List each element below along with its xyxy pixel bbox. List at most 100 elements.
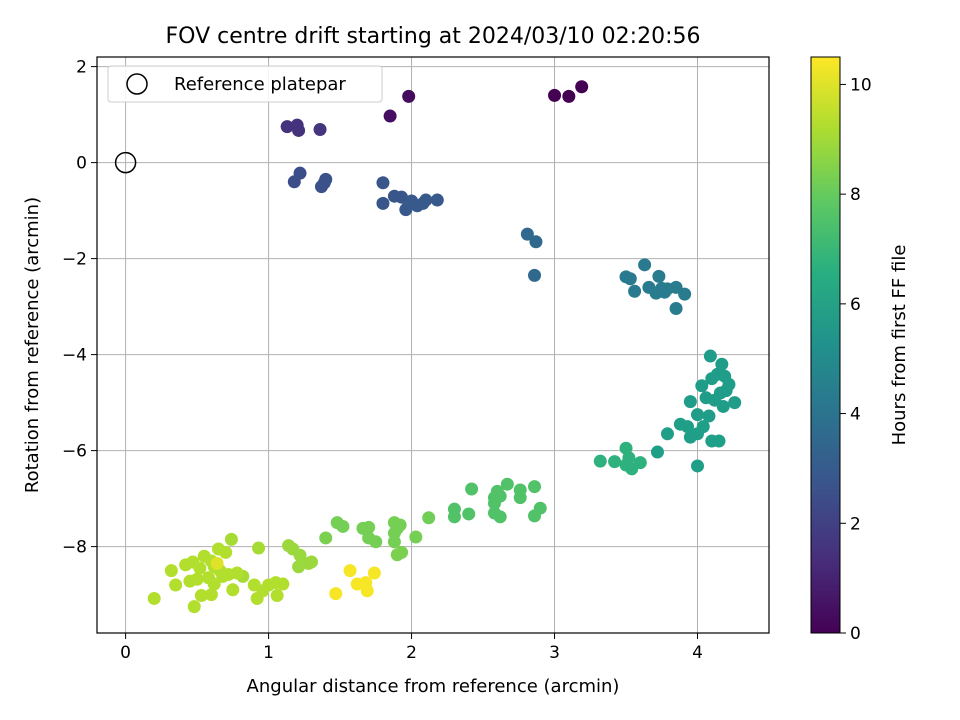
data-point: [360, 584, 374, 598]
data-point: [422, 511, 436, 525]
y-tick-label: 2: [76, 58, 87, 78]
legend-marker-icon: [126, 73, 148, 95]
plot-frame: [96, 56, 770, 634]
data-point: [280, 120, 294, 134]
data-point: [652, 269, 666, 283]
data-point: [691, 459, 705, 473]
data-point: [313, 122, 327, 136]
data-point: [548, 88, 562, 102]
data-point: [628, 284, 642, 298]
data-point: [528, 268, 542, 282]
data-point: [147, 591, 161, 605]
reference-marker: [114, 151, 137, 174]
reference-platepar-marker: [114, 151, 137, 174]
data-point: [702, 409, 716, 423]
data-point: [376, 196, 390, 210]
data-point: [164, 564, 178, 578]
data-point: [681, 420, 695, 434]
data-point: [487, 496, 501, 510]
y-axis-ticks: −8 −6 −4 −2 0 2: [62, 58, 97, 558]
data-point: [183, 574, 197, 588]
x-tick-label: 0: [120, 643, 131, 663]
data-point: [638, 258, 652, 272]
data-point: [465, 482, 479, 496]
colorbar-tick-label: 8: [850, 185, 861, 205]
data-point: [728, 396, 742, 410]
data-point: [395, 545, 409, 559]
data-point: [513, 491, 527, 505]
legend-entry: Reference platepar: [174, 74, 346, 95]
data-point: [719, 384, 733, 398]
legend: Reference platepar: [107, 65, 383, 103]
x-axis-label: Angular distance from reference (arcmin): [247, 676, 620, 697]
x-tick-label: 3: [549, 643, 560, 663]
data-point: [660, 427, 674, 441]
data-point: [716, 399, 730, 413]
data-point: [369, 535, 383, 549]
x-tick-label: 4: [692, 643, 703, 663]
data-point: [179, 558, 193, 572]
data-point: [500, 477, 514, 491]
legend-box: [107, 65, 383, 103]
colorbar-tick-label: 10: [850, 75, 872, 95]
data-point: [329, 587, 343, 601]
y-tick-label: −8: [62, 538, 87, 558]
data-point: [529, 235, 543, 249]
data-point: [250, 591, 264, 605]
data-point: [562, 89, 576, 103]
y-tick-label: −2: [62, 250, 87, 270]
grid-lines: [97, 57, 769, 633]
colorbar-tick-label: 0: [850, 624, 861, 644]
data-point: [705, 372, 719, 386]
data-point: [593, 454, 607, 468]
data-point: [383, 109, 397, 123]
data-point: [270, 589, 284, 603]
data-point: [493, 510, 507, 524]
data-points: [147, 80, 742, 614]
data-point: [575, 80, 589, 94]
data-point: [462, 507, 476, 521]
data-point: [292, 123, 306, 137]
colorbar: 0 2 4 6 8 10 Hours from first FF file: [810, 56, 910, 644]
colorbar-tick-label: 2: [850, 514, 861, 534]
data-point: [362, 520, 376, 534]
data-point: [193, 561, 207, 575]
data-point: [658, 285, 672, 299]
colorbar-tick-label: 6: [850, 295, 861, 315]
data-point: [169, 578, 183, 592]
data-point: [319, 531, 333, 545]
colorbar-ticks: 0 2 4 6 8 10: [840, 75, 872, 644]
data-point: [608, 455, 622, 469]
data-point: [210, 556, 224, 570]
data-point: [319, 172, 333, 186]
data-point: [623, 272, 637, 286]
data-point: [293, 548, 307, 562]
data-point: [695, 379, 709, 393]
data-point: [387, 535, 401, 549]
data-point: [219, 545, 233, 559]
data-point: [304, 555, 318, 569]
data-point: [226, 583, 240, 597]
data-point: [520, 227, 534, 241]
colorbar-gradient: [810, 56, 841, 634]
data-point: [230, 566, 244, 580]
data-point: [252, 541, 266, 555]
data-point: [293, 166, 307, 180]
data-point: [650, 445, 664, 459]
data-point: [712, 434, 726, 448]
data-point: [204, 588, 218, 602]
data-point: [292, 560, 306, 574]
data-point: [533, 501, 547, 515]
data-point: [715, 357, 729, 371]
data-point: [367, 566, 381, 580]
data-point: [447, 510, 461, 524]
data-point: [187, 600, 201, 614]
data-point: [376, 176, 390, 190]
data-point: [678, 287, 692, 301]
x-axis-ticks: 0 1 2 3 4: [120, 633, 703, 663]
data-point: [409, 530, 423, 544]
data-point: [528, 480, 542, 494]
data-point: [703, 349, 717, 363]
data-point: [216, 569, 230, 583]
